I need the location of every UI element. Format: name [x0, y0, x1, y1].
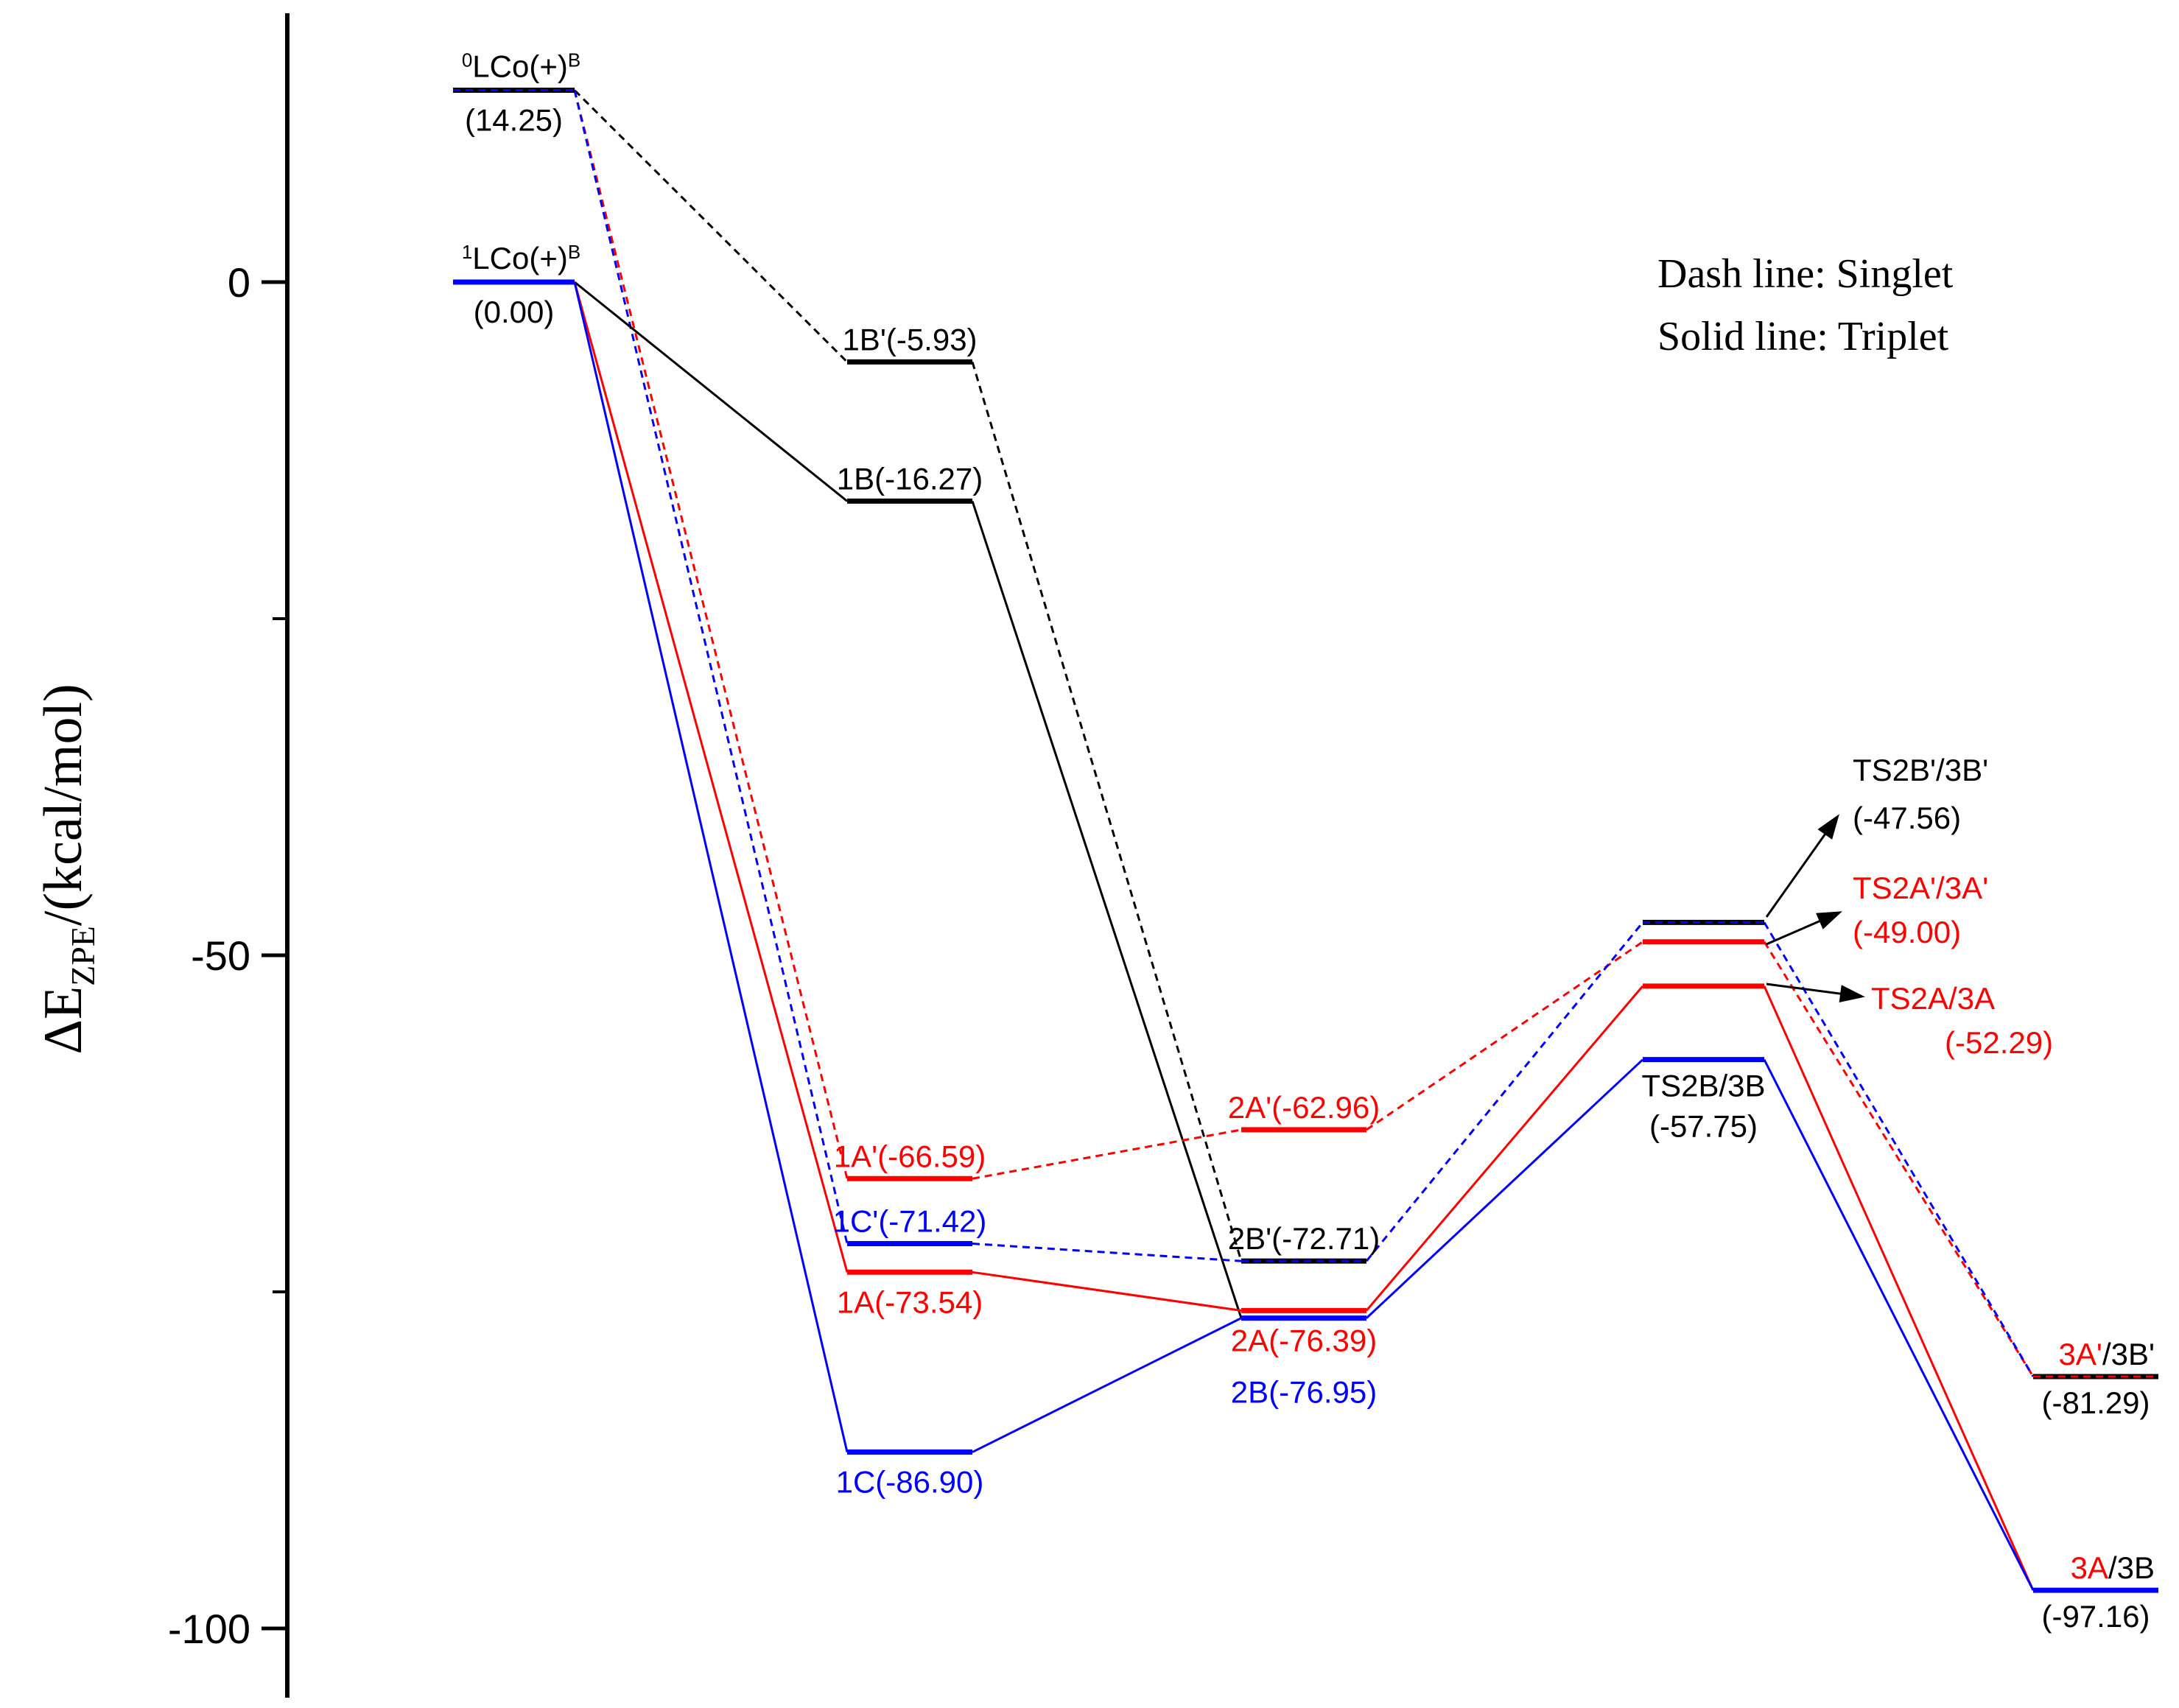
connector-2B-TS2B [1365, 1058, 1644, 1319]
label-1A: 1A(-73.54) [837, 1284, 983, 1319]
arrow-head-TS2A [1839, 985, 1865, 1003]
label-TS2Bp-name: TS2B'/3B' [1853, 753, 1988, 787]
label-1C: 1C(-86.90) [836, 1465, 984, 1500]
legend-solid: Solid line: Triplet [1657, 314, 1949, 359]
connector-L1-1B [574, 281, 848, 502]
legend: Dash line: Singlet Solid line: Triplet [1657, 251, 1954, 359]
label-sup: B [568, 241, 580, 263]
label-2Ap: 2A'(-62.96) [1228, 1090, 1380, 1125]
label-TS2B-name: TS2B/3B [1641, 1069, 1765, 1103]
label-value-3: (-97.16) [2041, 1599, 2150, 1634]
label-value-L0: (14.25) [465, 103, 563, 138]
connector-2A-TS2A [1365, 985, 1644, 1312]
label-TS2A-name: TS2A/3A [1871, 981, 1995, 1016]
connector-TS2Bp-3p [1763, 921, 2035, 1377]
label-L0: 0LCo(+)B [462, 49, 580, 84]
label-TS2Ap-name: TS2A'/3A' [1853, 871, 1988, 905]
connector-1Ap-2Ap [972, 1128, 1242, 1180]
y-axis-title: ΔEZPE/(kcal/mol) [33, 683, 102, 1054]
label-3p: 3A'/3B' [2059, 1337, 2155, 1371]
arrow-line-TS2Bp [1765, 820, 1836, 918]
label-value-3p: (-81.29) [2041, 1385, 2150, 1420]
connector-2Bp-TS2Bp [1365, 921, 1644, 1262]
connector-L0-1Ap [573, 90, 849, 1179]
y-axis: 0 -50 -100 [168, 13, 290, 1698]
connector-1Cp-2Bp [972, 1243, 1242, 1262]
legend-dash: Dash line: Singlet [1657, 251, 1954, 297]
label-1Ap: 1A'(-66.59) [834, 1139, 986, 1173]
y-tick-label: -100 [168, 1606, 250, 1652]
connector-L0-1Bp [573, 89, 849, 363]
label-sup: B [568, 49, 580, 71]
label-1Cp: 1C'(-71.42) [833, 1204, 987, 1239]
connector-L0-1Cp [573, 90, 849, 1244]
label-pre-sup: 0 [462, 49, 472, 71]
label-2Bp: 2B'(-72.71) [1228, 1221, 1380, 1256]
level-labels: 0LCo(+)B(14.25)1LCo(+)B(0.00)1B'(-5.93)1… [462, 49, 2155, 1634]
connector-TS2Ap-3p [1763, 941, 2035, 1377]
label-1Bp: 1B'(-5.93) [842, 322, 977, 356]
connector-L1-1A [573, 281, 849, 1273]
label-2A: 2A(-76.39) [1231, 1323, 1377, 1357]
y-axis-title-subscript: ZPE [64, 926, 102, 986]
label-TS2B-value: (-57.75) [1649, 1109, 1758, 1144]
y-tick-label: -50 [191, 932, 250, 979]
label-3p-black: /3B' [2102, 1337, 2155, 1371]
label-L1: 1LCo(+)B [462, 241, 580, 275]
label-3-red: 3A [2071, 1550, 2108, 1585]
label-main: LCo(+) [472, 49, 568, 84]
label-TS2Ap-value: (-49.00) [1853, 915, 1961, 949]
connector-L1-1C [573, 281, 849, 1452]
connector-1C-2B [972, 1317, 1242, 1453]
y-axis-label: ΔEZPE/(kcal/mol) [33, 683, 102, 1054]
label-main: LCo(+) [472, 241, 568, 275]
label-1B: 1B(-16.27) [837, 461, 983, 496]
label-pre-sup: 1 [462, 241, 472, 263]
label-3-black: /3B [2108, 1550, 2155, 1585]
y-tick-label: 0 [228, 259, 250, 306]
y-axis-title-prefix: ΔE [33, 986, 94, 1055]
label-value-L1: (0.00) [474, 295, 555, 329]
connectors [573, 89, 2035, 1591]
connector-1A-2A [972, 1271, 1242, 1312]
connector-TS2A-3 [1763, 985, 2035, 1591]
connector-1Bp-2Bp [971, 361, 1243, 1262]
connector-1B-2B [971, 500, 1243, 1319]
connector-2Ap-TS2Ap [1366, 941, 1643, 1131]
energy-levels [453, 88, 2158, 1593]
label-2B: 2B(-76.95) [1231, 1375, 1377, 1410]
connector-TS2B-3 [1763, 1058, 2035, 1591]
label-3: 3A/3B [2071, 1550, 2155, 1585]
arrow-head-TS2Ap [1816, 911, 1843, 929]
label-TS2A-value: (-52.29) [1945, 1025, 2053, 1060]
label-3p-red: 3A' [2059, 1337, 2102, 1371]
arrow-head-TS2Bp [1817, 814, 1839, 840]
label-TS2Bp-value: (-47.56) [1853, 801, 1961, 835]
y-axis-title-suffix: /(kcal/mol) [33, 683, 94, 926]
